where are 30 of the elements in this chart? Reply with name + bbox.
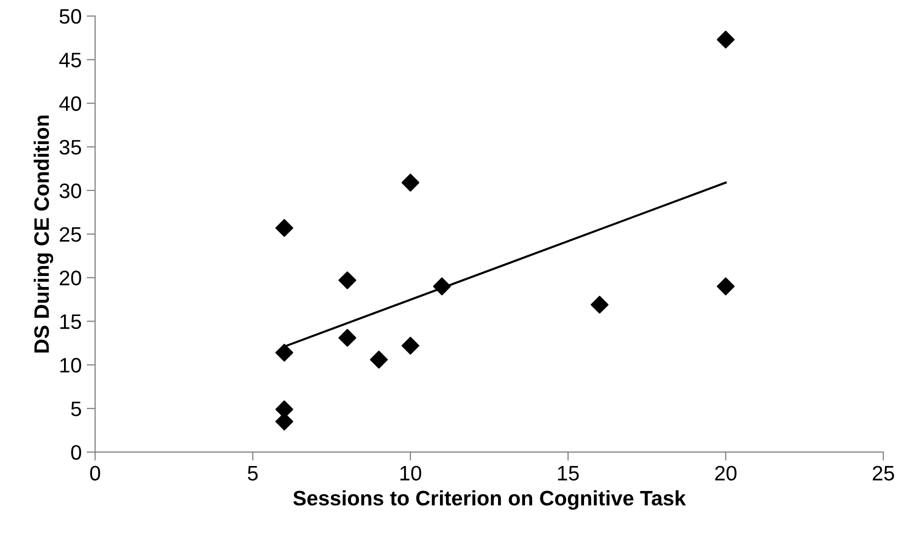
y-tick-label: 35 [60,140,82,155]
y-tick-label: 25 [60,227,82,242]
point [402,336,420,355]
point [433,277,451,296]
y-tick-label: 20 [60,270,82,286]
point [338,328,356,347]
point [275,219,294,237]
x-axis-title: Sessions to Criterion on Cognitive Task [293,490,686,510]
y-tick-label: 30 [60,183,82,198]
x-tick-label: 20 [715,466,736,481]
y-tick-label: 0 [71,445,82,460]
point [590,296,608,314]
y-tick-label: 10 [60,358,82,373]
x-tick-label: 15 [558,466,579,481]
point [716,30,735,49]
y-tick-label: 45 [59,52,82,68]
point [716,277,735,296]
x-tick-label: 10 [400,466,422,481]
y-axis-title: DS During CE Condition [34,116,54,352]
point [370,350,388,369]
point [275,344,294,362]
x-tick-label: 25 [872,466,894,481]
y-tick-label: 50 [60,9,82,24]
x-tick-label: 5 [248,466,258,481]
y-tick-label: 5 [71,402,82,416]
point [338,271,356,290]
y-tick-label: 40 [59,96,82,112]
y-tick-label: 15 [60,314,82,330]
x-tick-label: 0 [90,466,100,481]
point [402,174,420,192]
